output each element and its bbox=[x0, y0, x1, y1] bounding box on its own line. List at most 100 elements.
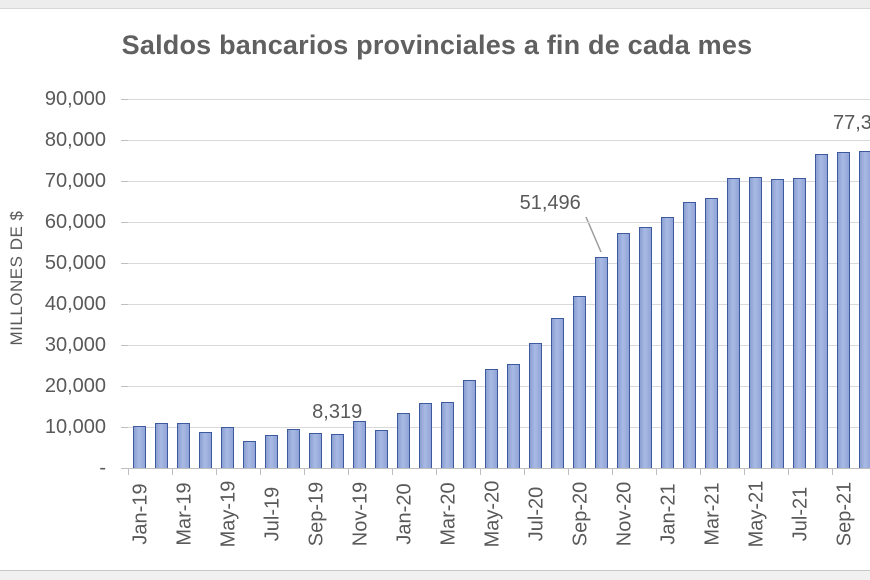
y-axis-tick bbox=[121, 99, 128, 100]
gridline-40000 bbox=[128, 304, 870, 305]
bar-sep-20 bbox=[572, 295, 586, 468]
bar-dec-20 bbox=[638, 227, 652, 468]
y-axis-label: 80,000 bbox=[44, 129, 106, 151]
bar-oct-19 bbox=[330, 433, 344, 468]
bar-may-20 bbox=[484, 369, 498, 468]
bar-mar-21 bbox=[704, 198, 718, 468]
y-axis-label: 20,000 bbox=[44, 375, 106, 397]
data-label-oct-20: 51,496 bbox=[519, 192, 581, 214]
x-axis-label-jan-19: Jan-19 bbox=[129, 483, 152, 545]
bar-may-19 bbox=[220, 427, 234, 468]
bar-jul-21 bbox=[792, 177, 806, 468]
bar-jan-21 bbox=[660, 217, 674, 468]
x-axis-tick bbox=[216, 469, 218, 475]
y-axis-tick bbox=[121, 304, 128, 305]
bar-nov-20 bbox=[616, 232, 630, 468]
data-label-oct-19: 8,319 bbox=[312, 400, 363, 423]
bar-nov-19 bbox=[352, 420, 366, 468]
bar-apr-20 bbox=[462, 379, 476, 468]
x-axis-tick bbox=[612, 469, 614, 475]
x-axis-tick bbox=[700, 469, 702, 475]
bar-jul-19 bbox=[264, 435, 278, 468]
bar-jan-20 bbox=[396, 413, 410, 468]
x-axis-tick bbox=[304, 469, 306, 475]
y-axis-label: 90,000 bbox=[44, 88, 106, 110]
x-axis-tick bbox=[260, 469, 262, 475]
x-axis-label-sep-21: Sep-21 bbox=[833, 481, 856, 547]
bar-jun-21 bbox=[770, 178, 784, 468]
y-axis-label: 50,000 bbox=[44, 252, 106, 274]
bar-aug-20 bbox=[550, 317, 564, 468]
bar-feb-20 bbox=[418, 403, 432, 468]
y-axis-tick bbox=[121, 427, 128, 428]
bar-mar-19 bbox=[176, 423, 190, 468]
x-axis-label-may-20: May-20 bbox=[481, 480, 504, 548]
x-axis-label-mar-21: Mar-21 bbox=[701, 482, 724, 546]
x-axis-tick bbox=[568, 469, 570, 475]
y-axis-tick bbox=[121, 263, 128, 264]
y-axis-tick bbox=[121, 345, 128, 346]
gridline-20000 bbox=[128, 386, 870, 387]
gridline-30000 bbox=[128, 345, 870, 346]
x-axis-label-jul-21: Jul-21 bbox=[789, 486, 812, 542]
x-axis-label-sep-19: Sep-19 bbox=[305, 481, 328, 547]
bar-jun-20 bbox=[506, 363, 520, 468]
bar-feb-21 bbox=[682, 201, 696, 468]
x-axis-label-mar-20: Mar-20 bbox=[437, 482, 460, 546]
y-axis-label: 60,000 bbox=[44, 211, 106, 233]
x-axis-tick bbox=[744, 469, 746, 475]
bar-oct-21 bbox=[858, 151, 870, 468]
y-axis-label: 40,000 bbox=[44, 293, 106, 315]
y-axis-tick bbox=[121, 386, 128, 387]
y-axis-label: - bbox=[99, 457, 106, 479]
gridline-60000 bbox=[128, 222, 870, 223]
bar-aug-19 bbox=[286, 429, 300, 468]
x-axis-tick bbox=[524, 469, 526, 475]
x-axis-tick bbox=[788, 469, 790, 475]
x-axis-label-jul-19: Jul-19 bbox=[261, 486, 284, 542]
x-axis-tick bbox=[392, 469, 394, 475]
x-axis-label-sep-20: Sep-20 bbox=[569, 481, 592, 547]
bar-feb-19 bbox=[154, 422, 168, 468]
bar-oct-20 bbox=[594, 256, 608, 468]
y-axis-tick bbox=[121, 140, 128, 141]
bar-jun-19 bbox=[242, 440, 256, 468]
chart-title: Saldos bancarios provinciales a fin de c… bbox=[121, 30, 753, 60]
x-axis-label-mar-19: Mar-19 bbox=[173, 482, 196, 546]
x-axis-label-jan-20: Jan-20 bbox=[393, 483, 416, 545]
bar-aug-21 bbox=[814, 153, 828, 468]
x-axis-label-jul-20: Jul-20 bbox=[525, 486, 548, 542]
bar-jan-19 bbox=[132, 425, 146, 468]
bar-dec-19 bbox=[374, 429, 388, 468]
bar-may-21 bbox=[748, 176, 762, 468]
x-axis-tick bbox=[348, 469, 350, 475]
gridline-50000 bbox=[128, 263, 870, 264]
x-axis-tick bbox=[656, 469, 658, 475]
y-axis-tick bbox=[121, 181, 128, 182]
photo-top-edge bbox=[0, 0, 870, 9]
bar-mar-20 bbox=[440, 401, 454, 468]
gridline-80000 bbox=[128, 140, 870, 141]
gridline-90000 bbox=[128, 99, 870, 100]
data-label-oct-21: 77,3 bbox=[833, 112, 870, 134]
x-axis-label-jan-21: Jan-21 bbox=[657, 483, 680, 545]
x-axis-label-may-21: May-21 bbox=[745, 480, 768, 548]
bar-sep-19 bbox=[308, 432, 322, 468]
y-axis-label: 10,000 bbox=[44, 416, 106, 438]
y-axis-tick bbox=[121, 222, 128, 223]
x-axis-tick bbox=[128, 469, 130, 475]
x-axis-tick bbox=[480, 469, 482, 475]
bar-apr-21 bbox=[726, 178, 740, 468]
y-axis-label: 30,000 bbox=[44, 334, 106, 356]
gridline-10000 bbox=[128, 427, 870, 428]
x-axis-label-nov-20: Nov-20 bbox=[613, 481, 636, 547]
photo-bottom-edge bbox=[0, 570, 870, 580]
x-axis-label-nov-19: Nov-19 bbox=[349, 481, 372, 547]
y-axis-label: 70,000 bbox=[44, 170, 106, 192]
bar-jul-20 bbox=[528, 343, 542, 468]
x-axis-tick bbox=[172, 469, 174, 475]
gridline-70000 bbox=[128, 181, 870, 182]
y-axis-tick bbox=[121, 468, 128, 469]
x-axis-line bbox=[128, 468, 870, 469]
